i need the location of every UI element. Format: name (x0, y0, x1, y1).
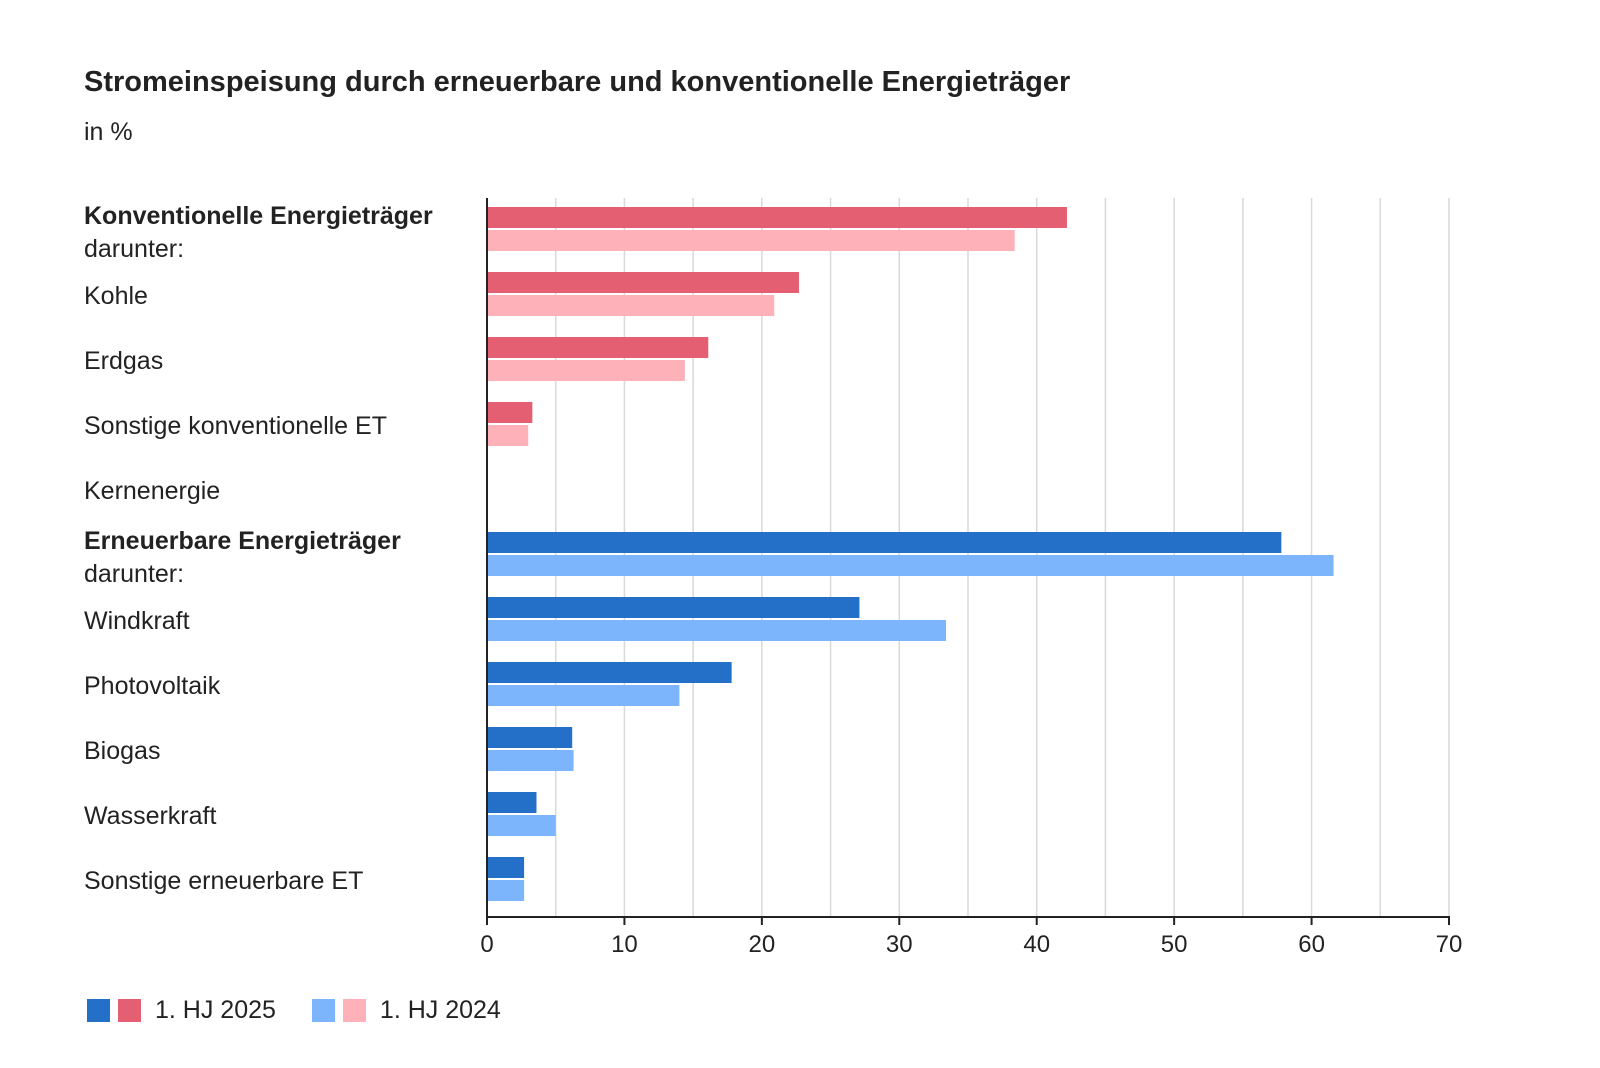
category-label: Wasserkraft (84, 802, 216, 830)
bar-2024-8 (487, 750, 574, 771)
legend-swatch-2025-konventionell (118, 999, 141, 1022)
bar-2024-7 (487, 685, 680, 706)
category-sublabel: darunter: (84, 235, 184, 263)
legend-swatch-2024-erneuerbar (311, 999, 335, 1022)
legend-item-2025: 1. HJ 2025 (87, 996, 276, 1025)
bar-2025-3 (487, 402, 533, 423)
category-label: Sonstige konventionelle ET (84, 412, 387, 440)
bar-2024-2 (487, 360, 685, 381)
bar-2024-3 (487, 425, 529, 446)
category-sublabel: darunter: (84, 560, 184, 588)
bar-2025-6 (487, 597, 860, 618)
bar-2025-5 (487, 532, 1282, 553)
bar-2024-10 (487, 880, 525, 901)
bar-2025-10 (487, 857, 525, 878)
category-label: Biogas (84, 737, 160, 765)
x-tick-label: 40 (1023, 931, 1050, 958)
bar-2024-5 (487, 555, 1334, 576)
x-tick-label: 70 (1436, 931, 1463, 958)
category-label: Kernenergie (84, 477, 220, 505)
legend-item-2024: 1. HJ 2024 (311, 996, 501, 1025)
chart-subtitle: in % (84, 118, 133, 146)
bar-2024-9 (487, 815, 556, 836)
x-tick-label: 50 (1161, 931, 1188, 958)
bar-2025-9 (487, 792, 537, 813)
bar-2025-1 (487, 272, 799, 293)
category-label: Kohle (84, 282, 148, 310)
x-tick-label: 10 (611, 931, 638, 958)
category-label: Erdgas (84, 347, 163, 375)
bar-2024-6 (487, 620, 947, 641)
legend-swatch-2025-erneuerbar (87, 999, 110, 1022)
legend-label-2025: 1. HJ 2025 (155, 996, 276, 1024)
bar-2025-2 (487, 337, 709, 358)
legend-label-2024: 1. HJ 2024 (379, 996, 501, 1024)
bar-2025-8 (487, 727, 573, 748)
category-label: Konventionelle Energieträger (84, 202, 433, 230)
bar-chart: Konventionelle Energieträger darunter: Koh… (84, 198, 1463, 958)
bar-2025-7 (487, 662, 732, 683)
chart-title: Stromeinspeisung durch erneuerbare und k… (84, 66, 1071, 98)
bar-2024-1 (487, 295, 775, 316)
bar-2024-0 (487, 230, 1015, 251)
legend-swatch-2024-konventionell (342, 999, 366, 1022)
x-tick-label: 20 (749, 931, 776, 958)
bar-2025-0 (487, 207, 1067, 228)
category-label: Photovoltaik (84, 672, 221, 700)
category-label: Sonstige erneuerbare ET (84, 867, 363, 895)
category-label: Windkraft (84, 607, 190, 635)
category-label: Erneuerbare Energieträger (84, 527, 401, 555)
x-tick-label: 0 (480, 931, 493, 958)
x-tick-label: 30 (886, 931, 913, 958)
legend: 1. HJ 2025 1. HJ 2024 (87, 996, 537, 1025)
x-tick-label: 60 (1298, 931, 1325, 958)
